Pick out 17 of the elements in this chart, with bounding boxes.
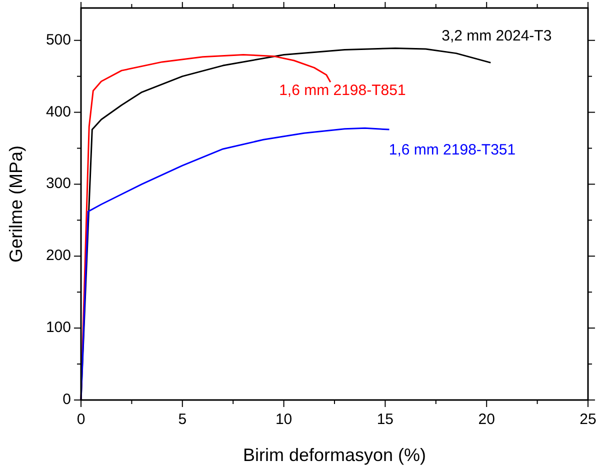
y-tick-label: 400 [46, 103, 71, 120]
series-label: 1,6 mm 2198-T351 [388, 142, 516, 159]
y-tick-label: 500 [46, 31, 71, 48]
x-axis-title: Birim deformasyon (%) [242, 445, 426, 465]
x-tick-label: 10 [275, 411, 292, 428]
y-tick-label: 0 [62, 390, 71, 408]
x-tick-label: 5 [178, 411, 187, 428]
x-tick-label: 20 [478, 411, 495, 428]
y-tick-label: 100 [46, 319, 71, 336]
x-tick-label: 0 [76, 411, 86, 428]
y-tick-label: 300 [46, 175, 71, 192]
x-tick-label: 15 [376, 411, 394, 428]
x-tick-label: 25 [580, 411, 596, 428]
series-label: 1,6 mm 2198-T851 [279, 82, 406, 100]
series-label: 3,2 mm 2024-T3 [442, 28, 552, 45]
y-axis-title: Gerilme (MPa) [6, 145, 26, 263]
y-tick-label: 200 [46, 247, 71, 264]
